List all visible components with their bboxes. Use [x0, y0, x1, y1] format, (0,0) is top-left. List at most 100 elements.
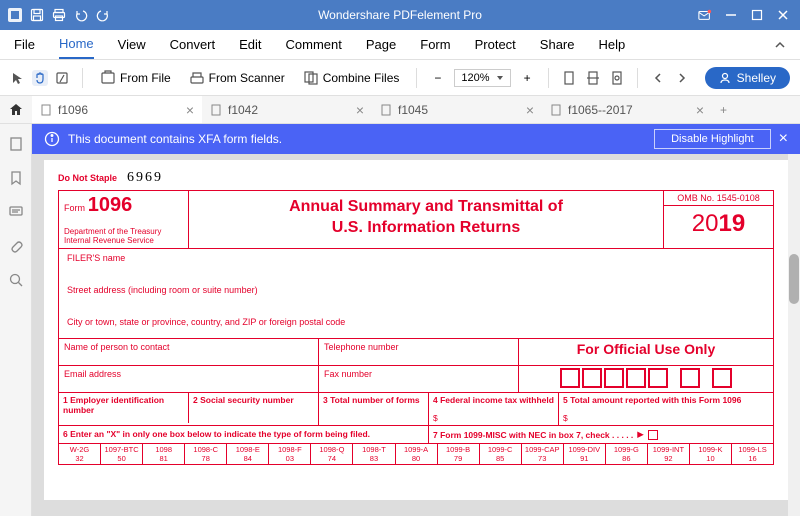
checkbox[interactable] — [648, 430, 658, 440]
doc-tab-3[interactable]: f1045 × — [372, 96, 542, 123]
tab-close-icon[interactable]: × — [356, 102, 364, 118]
code-cell: 1099-G86 — [606, 444, 648, 464]
doc-tab-2[interactable]: f1042 × — [202, 96, 372, 123]
menu-share[interactable]: Share — [540, 31, 575, 58]
menu-help[interactable]: Help — [599, 31, 626, 58]
next-page-icon[interactable] — [674, 70, 690, 86]
form-label: Form — [64, 203, 85, 213]
from-scanner-label: From Scanner — [209, 71, 285, 85]
omb-number: OMB No. 1545-0108 — [664, 191, 773, 206]
telephone-label: Telephone number — [319, 339, 519, 365]
code-cell: W-2G32 — [59, 444, 101, 464]
separator — [548, 68, 549, 88]
menu-file[interactable]: File — [14, 31, 35, 58]
redo-icon[interactable] — [96, 8, 110, 22]
user-button[interactable]: Shelley — [705, 67, 790, 89]
prev-page-icon[interactable] — [650, 70, 666, 86]
search-icon[interactable] — [8, 272, 24, 288]
vertical-scrollbar[interactable] — [788, 154, 800, 516]
disable-highlight-button[interactable]: Disable Highlight — [654, 129, 771, 149]
code-cell: 1099-CAP73 — [522, 444, 564, 464]
zoom-in-button[interactable]: + — [519, 68, 536, 88]
doc-tab-4[interactable]: f1065--2017 × — [542, 96, 712, 123]
attachments-icon[interactable] — [8, 238, 24, 254]
home-tab-icon[interactable] — [8, 102, 24, 118]
year-suffix: 19 — [719, 210, 746, 237]
code-cell: 1099-INT92 — [648, 444, 690, 464]
pdf-page: Do Not Staple 6969 Form 1096 Department … — [44, 160, 788, 500]
tab-close-icon[interactable]: × — [696, 102, 704, 118]
user-icon — [719, 72, 731, 84]
undo-icon[interactable] — [74, 8, 88, 22]
official-use: For Official Use Only — [519, 339, 773, 359]
app-logo-icon — [8, 8, 22, 22]
menu-comment[interactable]: Comment — [286, 31, 342, 58]
tab-close-icon[interactable]: × — [526, 102, 534, 118]
field-6: 6 Enter an "X" in only one box below to … — [63, 429, 370, 439]
filer-name-label: FILER'S name — [67, 253, 765, 263]
mail-icon[interactable] — [698, 8, 712, 22]
from-scanner-button[interactable]: From Scanner — [184, 67, 290, 89]
comments-icon[interactable] — [8, 204, 24, 220]
add-tab-icon[interactable]: + — [712, 103, 735, 117]
menu-page[interactable]: Page — [366, 31, 396, 58]
menu-edit[interactable]: Edit — [239, 31, 261, 58]
maximize-icon[interactable] — [750, 8, 764, 22]
tab-close-icon[interactable]: × — [186, 102, 194, 118]
app-title: Wondershare PDFelement Pro — [318, 8, 482, 22]
bookmarks-icon[interactable] — [8, 170, 24, 186]
xfa-text: This document contains XFA form fields. — [68, 132, 282, 146]
street-label: Street address (including room or suite … — [67, 285, 765, 295]
menu-bar: File Home View Convert Edit Comment Page… — [0, 30, 800, 60]
save-icon[interactable] — [30, 8, 44, 22]
scrollbar-thumb[interactable] — [789, 254, 799, 304]
tab-label: f1096 — [58, 103, 88, 117]
year-prefix: 20 — [692, 210, 719, 237]
select-tool-icon[interactable] — [10, 70, 26, 86]
field-7: 7 Form 1099-MISC with NEC in box 7, chec… — [433, 430, 633, 440]
field-2: 2 Social security number — [193, 395, 294, 405]
fit-page-icon[interactable] — [561, 70, 577, 86]
menu-convert[interactable]: Convert — [170, 31, 216, 58]
doc-tab-1[interactable]: f1096 × — [32, 96, 202, 123]
form-number: 1096 — [88, 194, 133, 216]
document-tabs: f1096 × f1042 × f1045 × f1065--2017 × + — [0, 96, 800, 124]
combine-button[interactable]: Combine Files — [298, 67, 405, 89]
from-file-icon — [100, 70, 116, 86]
fit-width-icon[interactable] — [585, 70, 601, 86]
close-icon[interactable] — [776, 8, 790, 22]
from-file-label: From File — [120, 71, 171, 85]
code-cell: 1098-T83 — [353, 444, 395, 464]
zoom-out-button[interactable]: − — [429, 68, 446, 88]
fit-actual-icon[interactable] — [609, 70, 625, 86]
code-cell: 1097-BTC50 — [101, 444, 143, 464]
banner-close-icon[interactable]: × — [779, 130, 788, 148]
do-not-staple: Do Not Staple — [58, 173, 117, 183]
combine-label: Combine Files — [323, 71, 400, 85]
from-file-button[interactable]: From File — [95, 67, 176, 89]
menu-form[interactable]: Form — [420, 31, 450, 58]
official-boxes — [519, 366, 773, 390]
separator — [82, 68, 83, 88]
minimize-icon[interactable] — [724, 8, 738, 22]
thumbnails-icon[interactable] — [8, 136, 24, 152]
menu-home[interactable]: Home — [59, 30, 94, 59]
code-cell: 1099-K10 — [690, 444, 732, 464]
code-cell: 1099-LS16 — [732, 444, 773, 464]
print-icon[interactable] — [52, 8, 66, 22]
separator — [416, 68, 417, 88]
code-cell: 1099-B79 — [438, 444, 480, 464]
zoom-level[interactable]: 120% — [454, 69, 510, 87]
code-cell: 109881 — [143, 444, 185, 464]
hand-tool-icon[interactable] — [32, 70, 48, 86]
menu-protect[interactable]: Protect — [475, 31, 516, 58]
info-icon — [44, 131, 60, 147]
code-cell: 1098-E84 — [227, 444, 269, 464]
xfa-banner: This document contains XFA form fields. … — [32, 124, 800, 154]
collapse-ribbon-icon[interactable] — [774, 39, 786, 51]
menu-view[interactable]: View — [118, 31, 146, 58]
form-title-1: Annual Summary and Transmittal of — [195, 197, 657, 218]
field-4: 4 Federal income tax withheld — [433, 395, 554, 405]
user-label: Shelley — [737, 71, 776, 85]
edit-tool-icon[interactable] — [54, 70, 70, 86]
